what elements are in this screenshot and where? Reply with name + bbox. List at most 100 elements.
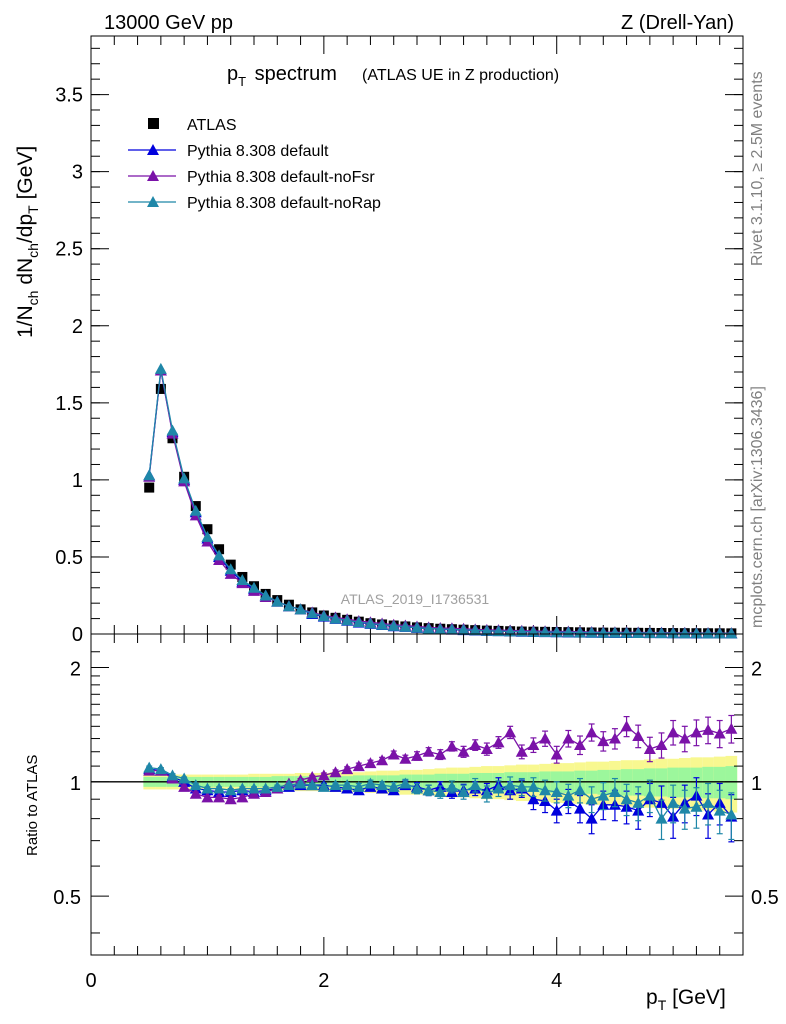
mc-point [352,616,365,628]
ratio-point [224,784,237,796]
ratio-point [550,804,563,816]
mc-point [213,549,226,561]
mc-point [236,574,249,586]
ratio-point [213,791,226,803]
ratio-point [143,761,156,773]
mc-point [306,607,319,619]
mc-point [725,627,738,639]
main-ytick-label: 0.5 [55,547,83,569]
ratio-point [224,793,237,805]
ratio-point [504,726,517,738]
ratio-point [667,796,680,808]
ratio-point [690,800,703,812]
ratio-point [306,779,319,791]
ratio-point [655,739,668,751]
mc-point [399,620,412,632]
ratio-point [492,736,505,748]
ratio-point [457,745,470,757]
ratio-point [364,777,377,789]
mc-point [492,625,505,637]
ratio-point [480,787,493,799]
ratio-frame [90,633,744,956]
xlabel: pT [GeV] [646,986,726,1013]
main-series [143,362,738,639]
mc-point [154,362,167,374]
ratio-point [550,748,563,760]
ratio-point [597,735,610,747]
ratio-point [574,739,586,751]
legend-marker [147,196,159,207]
ratio-point [632,730,645,742]
ratio-point [376,779,389,791]
ratio-point [445,740,458,752]
plot-subtitle: (ATLAS UE in Z production) [362,67,559,84]
legend-label: Pythia 8.308 default [187,143,329,160]
ratio-point [608,786,621,798]
mc-point [376,618,389,630]
main-panel: 0 0.5 1 1.5 2 2.5 3 3.5 [55,35,744,646]
ratio-ytick-label-right: 2 [751,658,762,680]
ratio-point [504,779,517,791]
ratio-point [329,766,342,778]
mc-point [317,610,330,622]
ratio-point [643,789,656,801]
legend-marker [147,170,159,181]
atlas-point [155,383,166,394]
ratio-point [329,779,342,791]
mcplots-label: mcplots.cern.ch [arXiv:1306.3436] [749,386,766,628]
mc-point [422,622,435,634]
ratio-point [515,780,528,792]
atlas-point [202,524,213,535]
ratio-point [317,780,330,792]
plot-title: pT spectrum [227,63,337,89]
legend-marker-atlas [148,118,159,129]
header-right: Z (Drell-Yan) [621,12,734,34]
atlas-point [144,482,155,493]
ratio-ytick-label: 1 [70,773,81,795]
ratio-point [352,760,365,772]
ratio-point [352,780,365,792]
mc-point [632,626,645,638]
mc-point [713,627,726,639]
ratio-point [399,777,412,789]
main-ylabel: 1/Nch dNch/dpT [GeV] [14,146,41,338]
ratio-point [702,723,715,735]
mc-point [643,627,656,639]
legend-label: Pythia 8.308 default-noFsr [187,169,375,186]
mc-point [143,469,156,481]
ratio-point [562,789,575,801]
ratio-point [539,732,552,744]
ratio-point [422,745,435,757]
legend-marker [147,144,159,155]
mc-point [585,626,598,638]
main-ytick-label: 2 [72,316,83,338]
ratio-point [306,770,319,782]
ratio-point [574,802,586,814]
xtick-label: 4 [551,970,562,992]
main-ytick-label: 1.5 [55,393,83,415]
mc-point [411,621,423,633]
mc-point [294,603,307,615]
ratio-point [492,782,505,794]
ratio-point [574,784,586,796]
ratio-point [527,739,540,751]
ratio-ytick-label: 2 [70,658,81,680]
ratio-point [201,782,214,794]
mc-point [445,623,458,635]
mc-point [457,623,470,635]
ratio-point [585,812,598,824]
ratio-point [201,791,214,803]
main-ytick-label: 0 [72,624,83,646]
mc-point [387,619,400,631]
legend-label: Pythia 8.308 default-noRap [187,195,381,212]
ratio-point [562,732,575,744]
ratio-point [294,777,307,789]
ratio-point [178,780,191,792]
ratio-point [608,732,621,744]
mc-point [702,627,715,639]
ratio-point [620,793,633,805]
header-left: 13000 GeV pp [104,12,233,34]
mc-point [201,530,214,542]
mc-point [224,563,237,575]
ratio-point [189,779,202,791]
